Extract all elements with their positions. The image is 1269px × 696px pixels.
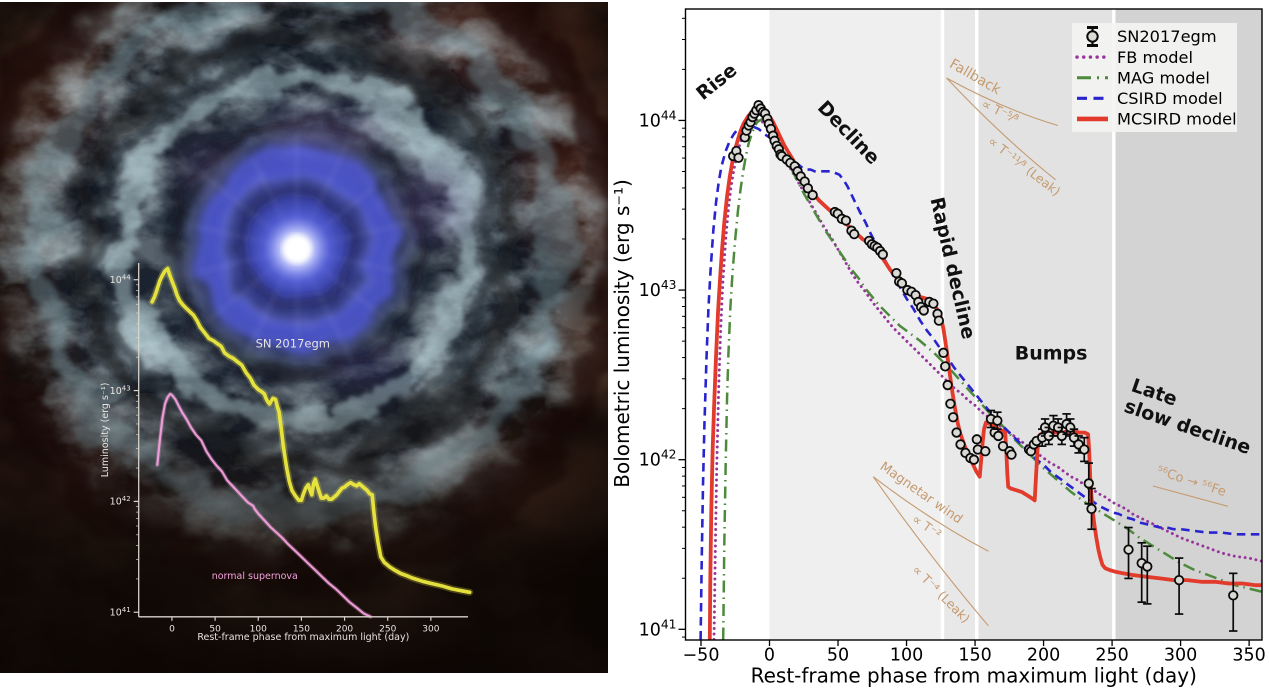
- legend-label-mcsird-model: MCSIRD model: [1117, 110, 1237, 129]
- main-xlabel: Rest-frame phase from maximum light (day…: [751, 664, 1197, 688]
- inset-xlabel: Rest-frame phase from maximum light (day…: [197, 632, 409, 643]
- phase-label-bumps: Bumps: [1015, 342, 1088, 364]
- xtick-label: 350: [1232, 646, 1265, 666]
- band-decline: [769, 9, 941, 640]
- legend-box: [1072, 23, 1237, 132]
- xtick-label: 300: [1164, 646, 1197, 666]
- ytick-label: 1044: [639, 108, 677, 131]
- xtick-label: 150: [958, 646, 991, 666]
- phase-bands: [769, 9, 1262, 640]
- inset-xtick-label: 150: [293, 624, 310, 634]
- corner-vignette: [0, 2, 608, 673]
- inset-curve-normal-supernova: [156, 392, 372, 618]
- xtick-label: 200: [1027, 646, 1060, 666]
- xtick-label: 100: [890, 646, 923, 666]
- legend-label-sn2017egm: SN2017egm: [1117, 27, 1217, 46]
- inset-xtick-label: 300: [422, 624, 439, 634]
- inset-xtick-label: 50: [209, 624, 221, 634]
- xtick-label: 0: [764, 646, 775, 666]
- xtick-label: 250: [1095, 646, 1128, 666]
- xtick-label: −50: [683, 646, 720, 666]
- ytick-label: 1042: [639, 448, 677, 471]
- inset-curve-sn2017egm: [150, 266, 472, 595]
- xtick-label: 50: [827, 646, 849, 666]
- main-chart: Fallback∝ T⁻⁵⁄³∝ T⁻¹¹⁄³ (Leak)Magnetar w…: [610, 8, 1266, 688]
- curve-fb-model: [712, 118, 1262, 640]
- main-ylabel: Bolometric luminosity (erg s⁻¹): [610, 179, 634, 488]
- inset-xtick-label: 250: [379, 624, 396, 634]
- legend-label-csird-model: CSIRD model: [1117, 89, 1223, 108]
- ytick-label: 1043: [639, 278, 677, 301]
- inset-xtick-label: 100: [250, 624, 267, 634]
- axes-spines: [684, 8, 1263, 641]
- phase-label-rise: Rise: [692, 59, 741, 105]
- inset-label-sn2017egm: SN 2017egm: [256, 336, 330, 350]
- ytick-label: 1041: [639, 617, 677, 640]
- annotation-guide-lines: [872, 77, 1229, 627]
- inset-ylabel: Luminosity (erg s⁻¹): [100, 383, 111, 478]
- data-points: [728, 100, 1239, 632]
- inset-xtick-label: 200: [336, 624, 353, 634]
- nebula-art: [0, 2, 608, 673]
- inset-label-normal-supernova: normal supernova: [212, 571, 298, 582]
- axis-ticks: [678, 17, 1250, 646]
- curve-mag-model: [721, 117, 1262, 640]
- inset-xtick-label: 0: [169, 624, 175, 634]
- legend-label-mag-model: MAG model: [1117, 68, 1210, 87]
- legend-label-fb-model: FB model: [1117, 48, 1193, 67]
